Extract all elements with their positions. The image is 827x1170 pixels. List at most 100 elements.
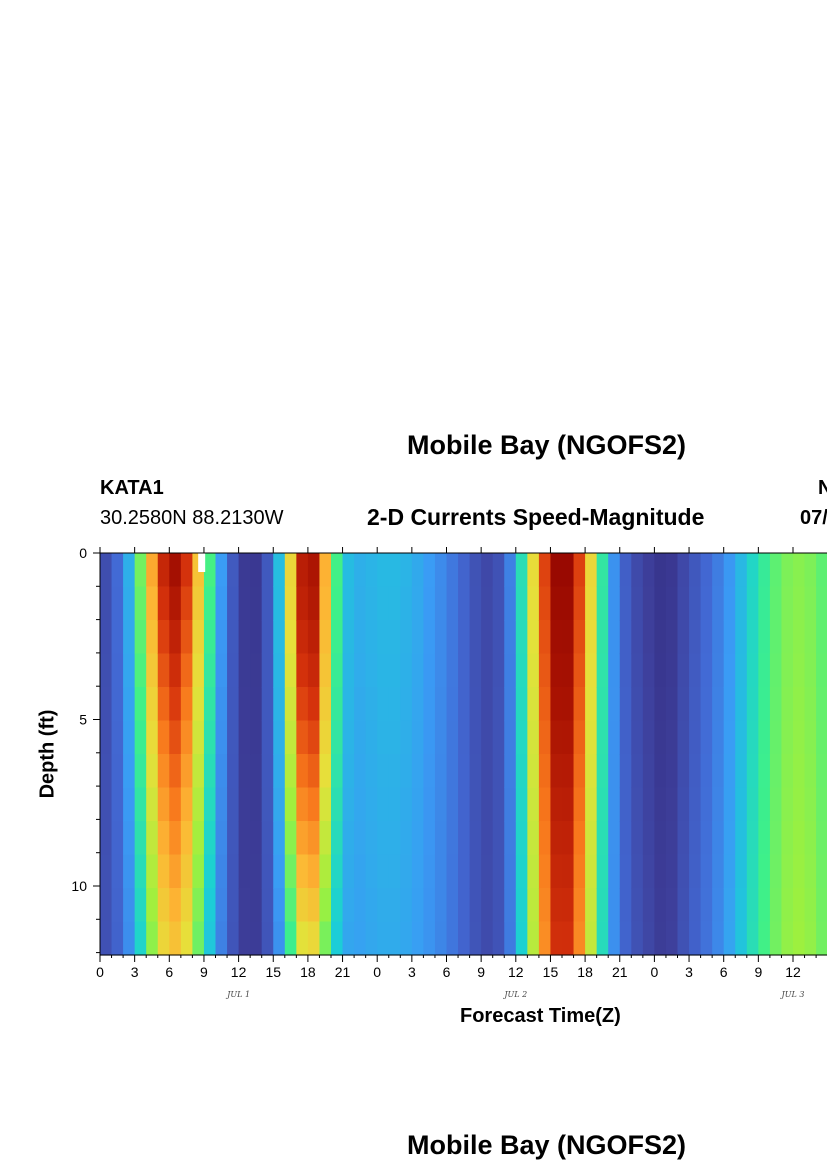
heatmap-cell [781,653,794,688]
heatmap-cell [319,821,332,856]
heatmap-cell [654,620,667,655]
heatmap-cell [804,821,817,856]
heatmap-cell [331,921,344,956]
heatmap-cell [157,620,170,655]
heatmap-cell [365,854,378,889]
heatmap-cell [354,754,367,789]
heatmap-cell [319,620,332,655]
heatmap-cell [573,854,586,889]
heatmap-cell [123,921,136,956]
heatmap-cell [816,888,827,923]
heatmap-cell [446,687,459,722]
heatmap-cell [723,687,736,722]
x-tick-label: 3 [685,964,693,980]
heatmap-cell [562,754,575,789]
heatmap-cell [377,687,390,722]
heatmap-cell [354,620,367,655]
heatmap-cell [123,720,136,755]
heatmap-cell [642,888,655,923]
heatmap-cell [203,787,217,822]
heatmap-cell [354,653,367,688]
heatmap-cell [538,754,552,789]
heatmap-cell [261,553,274,588]
heatmap-cell [146,586,159,621]
heatmap-cell [319,653,332,688]
heatmap-cell [458,821,471,856]
heatmap-cell [781,553,794,588]
heatmap-cell [227,687,240,722]
heatmap-cell [227,787,240,822]
heatmap-cell [423,754,436,789]
heatmap-cell [689,921,702,956]
heatmap-cell [515,754,528,789]
heatmap-cell [261,921,274,956]
heatmap-cell [250,888,263,923]
heatmap-cell [377,854,390,889]
heatmap-cell [608,553,621,588]
heatmap-cell [550,687,563,722]
heatmap-cell [596,653,609,688]
heatmap-cell [250,687,263,722]
heatmap-cell [746,653,759,688]
station-coordinates: 30.2580N 88.2130W [100,507,284,529]
heatmap-cell [342,620,355,655]
heatmap-cell [111,720,124,755]
heatmap-cell [400,888,413,923]
heatmap-cell [423,888,436,923]
heatmap-cell [261,720,274,755]
heatmap-cell [434,586,448,621]
heatmap-cell [307,687,321,722]
heatmap-cell [469,553,482,588]
heatmap-cell [665,653,679,688]
heatmap-cell [619,586,632,621]
heatmap-cell [423,687,436,722]
heatmap-cell [804,553,817,588]
heatmap-cell [446,720,459,755]
heatmap-cell [515,720,528,755]
heatmap-cell [781,821,794,856]
heatmap-cell [157,553,170,588]
heatmap-cell [700,821,713,856]
heatmap-cell [654,687,667,722]
heatmap-cell [723,921,736,956]
heatmap-cell [400,553,413,588]
heatmap-cell [273,921,286,956]
heatmap-cell [319,586,332,621]
heatmap-cell [180,754,193,789]
heatmap-cell [585,888,598,923]
heatmap-cell [169,754,182,789]
heatmap-cell [307,586,321,621]
heatmap-cell [492,888,505,923]
heatmap-cell [400,586,413,621]
heatmap-cell [458,854,471,889]
heatmap-cell [365,787,378,822]
x-tick-label: 6 [720,964,728,980]
heatmap-cell [250,821,263,856]
heatmap-cell [192,687,205,722]
heatmap-cell [169,653,182,688]
heatmap-cell [712,553,725,588]
heatmap-cell [111,854,124,889]
heatmap-cell [307,653,321,688]
heatmap-cell [504,720,517,755]
heatmap-cell [284,720,297,755]
heatmap-cell [365,754,378,789]
heatmap-cell [423,787,436,822]
heatmap-cell [469,586,482,621]
heatmap-cell [527,720,540,755]
heatmap-cell [492,553,505,588]
heatmap-cell [354,821,367,856]
heatmap-cell [100,687,113,722]
heatmap-cell [342,754,355,789]
heatmap-cell [793,787,806,822]
heatmap-cell [331,653,344,688]
x-axis-title: Forecast Time(Z) [460,1005,621,1027]
heatmap-cell [250,854,263,889]
heatmap-cell [423,620,436,655]
heatmap-cell [573,821,586,856]
heatmap-cell [411,821,424,856]
heatmap-cell [400,720,413,755]
heatmap-cell [169,787,182,822]
heatmap-cell [307,720,321,755]
